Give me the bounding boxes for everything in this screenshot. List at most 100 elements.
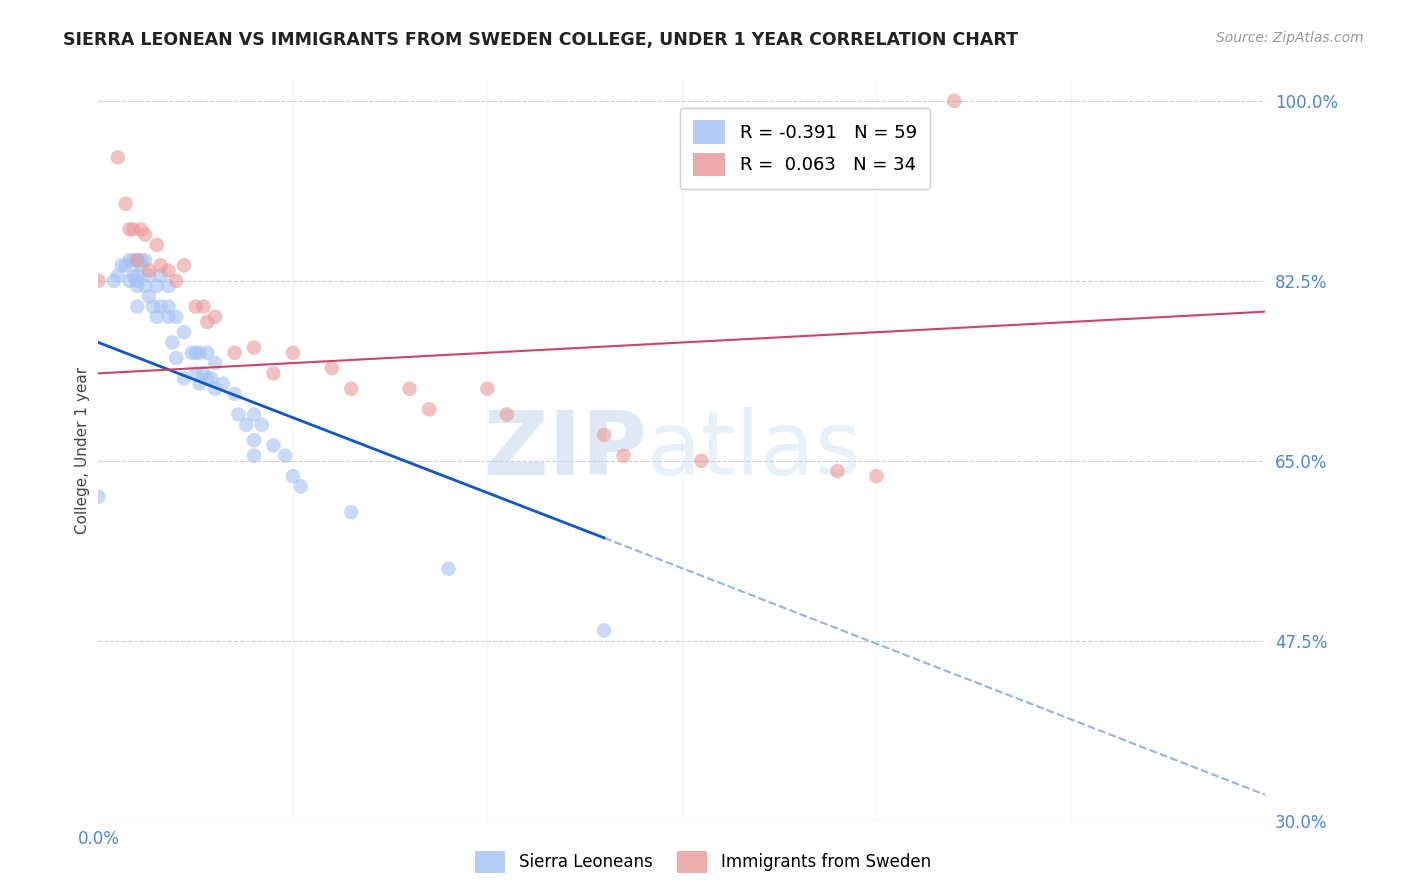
Point <box>188 345 211 359</box>
Point <box>107 268 129 283</box>
Point <box>224 387 246 401</box>
Point <box>138 289 160 303</box>
Point <box>204 382 226 396</box>
Point <box>250 417 273 432</box>
Point <box>118 253 141 268</box>
Point <box>184 345 207 359</box>
Point <box>195 315 218 329</box>
Point <box>127 253 149 268</box>
Point <box>157 279 180 293</box>
Point <box>184 300 207 314</box>
Point <box>165 310 187 324</box>
Point <box>243 408 266 422</box>
Point <box>321 361 343 376</box>
Point <box>613 449 636 463</box>
Point <box>281 469 304 483</box>
Point <box>122 253 145 268</box>
Point <box>87 274 110 288</box>
Point <box>281 345 304 359</box>
Point <box>146 310 169 324</box>
Point <box>943 94 966 108</box>
Point <box>149 300 172 314</box>
Point <box>398 382 420 396</box>
Point <box>87 490 110 504</box>
Text: ZIP: ZIP <box>484 407 647 494</box>
Point <box>827 464 849 478</box>
Text: atlas: atlas <box>647 407 862 494</box>
Point <box>157 263 180 277</box>
Point <box>235 417 257 432</box>
Point <box>195 345 218 359</box>
Point <box>107 150 129 164</box>
Point <box>157 300 180 314</box>
Point <box>274 449 297 463</box>
Text: SIERRA LEONEAN VS IMMIGRANTS FROM SWEDEN COLLEGE, UNDER 1 YEAR CORRELATION CHART: SIERRA LEONEAN VS IMMIGRANTS FROM SWEDEN… <box>63 31 1018 49</box>
Point <box>134 227 156 242</box>
Point <box>243 341 266 355</box>
Point <box>224 345 246 359</box>
Point <box>212 376 235 391</box>
Point <box>134 279 156 293</box>
Point <box>204 356 226 370</box>
Point <box>262 438 284 452</box>
Point <box>122 222 145 236</box>
Point <box>184 367 207 381</box>
Point <box>593 624 616 638</box>
Point <box>129 259 152 273</box>
Point <box>243 449 266 463</box>
Legend: R = -0.391   N = 59, R =  0.063   N = 34: R = -0.391 N = 59, R = 0.063 N = 34 <box>681 108 929 188</box>
Point <box>142 300 165 314</box>
Point <box>162 335 184 350</box>
Point <box>134 253 156 268</box>
Point <box>111 259 134 273</box>
Point <box>138 268 160 283</box>
Point <box>262 367 284 381</box>
Point <box>138 263 160 277</box>
Point <box>340 505 363 519</box>
Point <box>122 268 145 283</box>
Point <box>165 274 187 288</box>
Point <box>114 259 136 273</box>
Point <box>114 196 136 211</box>
Point <box>228 408 250 422</box>
Point <box>127 279 149 293</box>
Text: Source: ZipAtlas.com: Source: ZipAtlas.com <box>1216 31 1364 45</box>
Point <box>180 345 202 359</box>
Point <box>496 408 519 422</box>
Point <box>127 253 149 268</box>
Point <box>157 310 180 324</box>
Point <box>127 300 149 314</box>
Point <box>243 433 266 447</box>
Point <box>103 274 125 288</box>
Point <box>129 222 152 236</box>
Point <box>118 274 141 288</box>
Point <box>173 325 195 339</box>
Point <box>127 274 149 288</box>
Point <box>149 268 172 283</box>
Point <box>418 402 440 417</box>
Point <box>188 376 211 391</box>
Point <box>146 237 169 252</box>
Legend: Sierra Leoneans, Immigrants from Sweden: Sierra Leoneans, Immigrants from Sweden <box>468 845 938 880</box>
Point <box>173 259 195 273</box>
Y-axis label: College, Under 1 year: College, Under 1 year <box>75 367 90 534</box>
Point <box>149 259 172 273</box>
Point <box>195 371 218 385</box>
Point <box>193 367 215 381</box>
Point <box>290 479 312 493</box>
Point <box>477 382 499 396</box>
Point <box>204 310 226 324</box>
Point <box>593 428 616 442</box>
Point <box>200 371 222 385</box>
Point <box>127 268 149 283</box>
Point <box>165 351 187 365</box>
Point <box>340 382 363 396</box>
Point <box>129 253 152 268</box>
Point <box>193 300 215 314</box>
Point <box>146 279 169 293</box>
Point <box>118 222 141 236</box>
Point <box>865 469 887 483</box>
Point <box>437 562 460 576</box>
Point <box>690 454 713 468</box>
Point <box>173 371 195 385</box>
